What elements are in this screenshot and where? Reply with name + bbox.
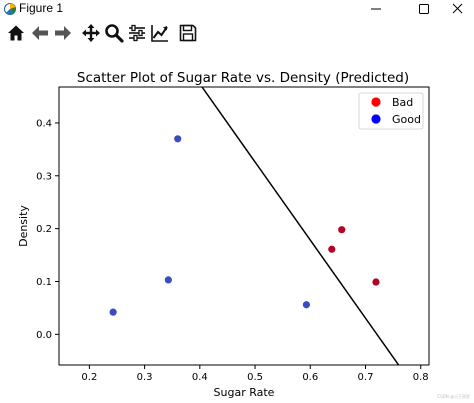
minimize-button[interactable] bbox=[361, 0, 391, 18]
forward-icon bbox=[55, 26, 71, 40]
decision-boundary-line bbox=[201, 87, 400, 365]
decision-boundary-layer bbox=[201, 87, 400, 365]
zoom-button[interactable] bbox=[104, 23, 124, 43]
edit-axis-button[interactable] bbox=[150, 23, 170, 43]
configure-subplots-button[interactable] bbox=[127, 23, 147, 43]
data-point-good-1 bbox=[164, 276, 172, 284]
plot-frame bbox=[58, 86, 430, 366]
home-button[interactable] bbox=[6, 23, 26, 43]
chart-title: Scatter Plot of Sugar Rate vs. Density (… bbox=[77, 70, 409, 86]
home-icon bbox=[8, 25, 24, 41]
minimize-icon bbox=[371, 8, 381, 10]
legend-label-good: Good bbox=[392, 113, 421, 126]
x-tick-label: 0.6 bbox=[302, 372, 318, 383]
data-point-bad-0 bbox=[338, 226, 346, 234]
legend-marker-good bbox=[371, 114, 381, 124]
data-point-good-3 bbox=[109, 308, 117, 316]
plot-area bbox=[59, 87, 429, 365]
y-tick-label: 0.0 bbox=[36, 330, 52, 341]
data-points-layer bbox=[109, 135, 380, 316]
close-icon bbox=[452, 3, 463, 14]
y-tick-label: 0.1 bbox=[36, 277, 52, 288]
save-icon bbox=[179, 24, 197, 42]
x-tick-label: 0.7 bbox=[358, 372, 374, 383]
back-icon bbox=[32, 26, 48, 40]
maximize-icon bbox=[419, 4, 429, 14]
window-title: Figure 1 bbox=[19, 1, 64, 15]
legend-label-bad: Bad bbox=[392, 96, 413, 109]
maximize-button[interactable] bbox=[409, 0, 439, 18]
save-button[interactable] bbox=[178, 23, 198, 43]
legend-marker-bad bbox=[371, 97, 381, 107]
y-tick-label: 0.2 bbox=[36, 224, 52, 235]
matplotlib-figure-icon bbox=[4, 3, 16, 15]
data-point-good-0 bbox=[174, 135, 182, 143]
y-axis-label: Density bbox=[17, 205, 30, 247]
navigation-toolbar bbox=[0, 20, 474, 46]
close-button[interactable] bbox=[443, 0, 473, 18]
x-axis-ticks: 0.2 0.3 0.4 0.5 0.6 0.7 0.8 bbox=[81, 365, 429, 383]
y-axis-ticks: 0.0 0.1 0.2 0.3 0.4 bbox=[36, 118, 59, 341]
x-tick-label: 0.4 bbox=[192, 372, 208, 383]
pan-button[interactable] bbox=[81, 23, 101, 43]
zoom-icon bbox=[105, 24, 124, 43]
x-tick-label: 0.2 bbox=[81, 372, 97, 383]
x-tick-label: 0.8 bbox=[413, 372, 429, 383]
x-axis-label: Sugar Rate bbox=[214, 386, 275, 399]
scatter-chart: Scatter Plot of Sugar Rate vs. Density (… bbox=[0, 46, 474, 403]
edit-axis-icon bbox=[151, 25, 168, 42]
data-point-good-2 bbox=[302, 301, 311, 309]
forward-button[interactable] bbox=[53, 23, 73, 43]
configure-subplots-icon bbox=[129, 24, 145, 42]
x-tick-label: 0.3 bbox=[137, 372, 153, 383]
y-tick-label: 0.3 bbox=[36, 171, 52, 182]
title-bar: Figure 1 bbox=[0, 0, 474, 18]
y-tick-label: 0.4 bbox=[36, 118, 52, 129]
pan-icon bbox=[82, 24, 100, 42]
watermark: CSDN @小王同学 bbox=[437, 394, 470, 399]
data-point-bad-2 bbox=[372, 278, 380, 286]
x-tick-label: 0.5 bbox=[247, 372, 263, 383]
data-point-bad-1 bbox=[328, 245, 336, 253]
legend: Bad Good bbox=[358, 92, 424, 130]
back-button[interactable] bbox=[30, 23, 50, 43]
